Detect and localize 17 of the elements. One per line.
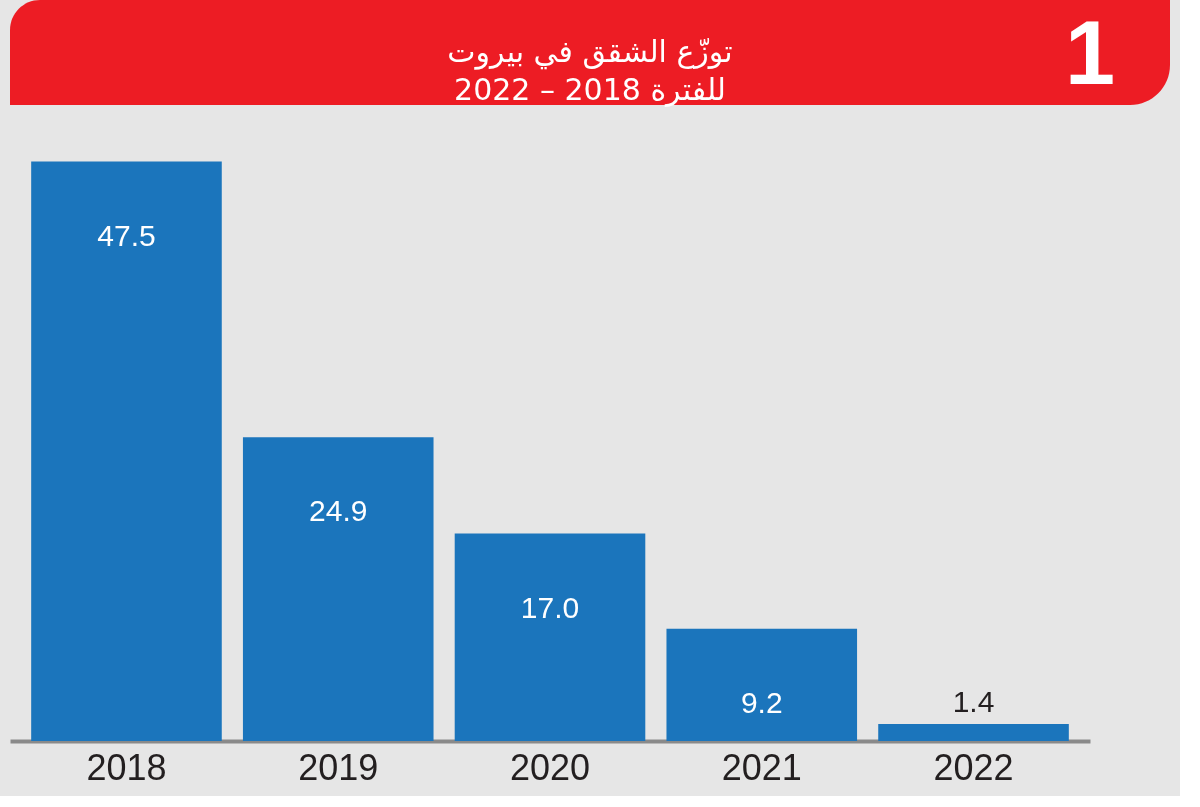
x-tick-label: 2019	[298, 746, 379, 788]
bar	[31, 161, 222, 741]
data-label: 24.9	[309, 494, 368, 528]
bar	[666, 628, 858, 741]
x-tick-label: 2020	[509, 746, 591, 788]
bar	[454, 533, 646, 741]
chart-title: توزّع الشقق في بيروت للفترة 2018 – 2022	[447, 33, 733, 107]
data-label: 17.0	[520, 590, 580, 624]
x-tick-label: 2022	[933, 746, 1014, 788]
data-label: 9.2	[740, 685, 783, 719]
data-label: 47.5	[97, 218, 156, 252]
bar	[878, 723, 1069, 741]
x-tick-label: 2018	[86, 746, 167, 788]
x-tick-label: 2021	[721, 746, 802, 788]
text: 1	[1064, 2, 1116, 103]
data-label: 1.4	[952, 684, 995, 718]
bar	[242, 437, 434, 741]
